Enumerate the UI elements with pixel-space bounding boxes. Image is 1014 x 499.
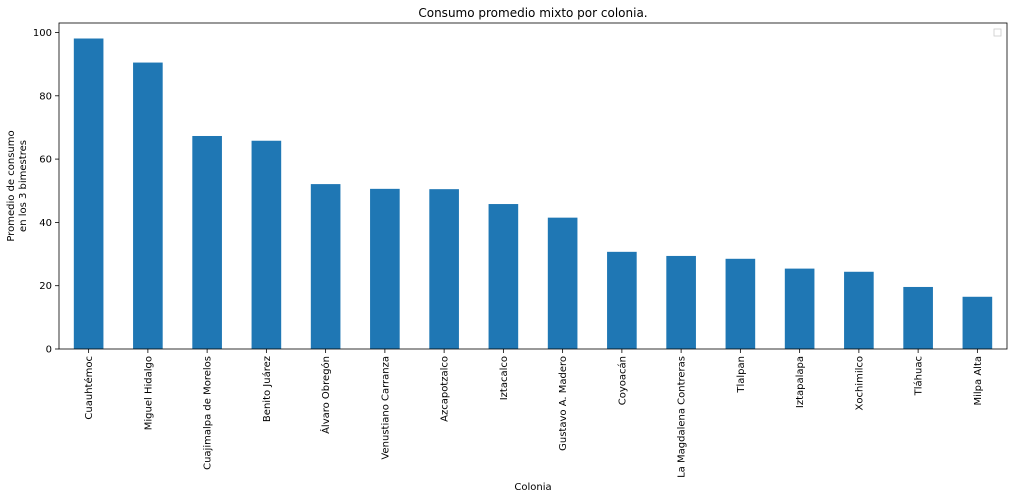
x-tick-label: Milpa Alta bbox=[973, 356, 984, 406]
bar bbox=[251, 140, 282, 349]
y-tick-label: 40 bbox=[39, 218, 52, 229]
bar bbox=[133, 62, 163, 349]
x-tick-label: La Magdalena Contreras bbox=[677, 356, 688, 478]
plot-frame bbox=[58, 22, 1008, 350]
bar bbox=[784, 268, 815, 349]
bars-group bbox=[73, 38, 993, 350]
y-tick-label: 100 bbox=[33, 28, 52, 39]
bar bbox=[73, 38, 104, 350]
x-tick-label: Álvaro Obregón bbox=[319, 356, 332, 434]
x-tick-label: Cuajimalpa de Morelos bbox=[203, 356, 214, 470]
bar bbox=[607, 251, 637, 349]
bar bbox=[370, 188, 400, 349]
x-axis: Cuauhtémoc Miguel Hidalgo Cuajimalpa de Mo… bbox=[83, 349, 984, 478]
x-tick-label: Tlalpan bbox=[736, 356, 747, 394]
x-tick-label: Tláhuac bbox=[913, 356, 925, 396]
chart-title: Consumo promedio mixto por colonia. bbox=[418, 6, 647, 20]
x-tick-label: Coyoacán bbox=[616, 356, 628, 405]
x-tick-label: Miguel Hidalgo bbox=[143, 356, 154, 430]
y-tick-label: 20 bbox=[39, 281, 52, 292]
bar bbox=[429, 189, 459, 349]
y-axis-title-line: Promedio de consumo bbox=[6, 130, 17, 241]
x-tick-label: Iztacalco bbox=[499, 356, 510, 400]
x-tick-label: Cuauhtémoc bbox=[83, 356, 95, 420]
y-axis: 0 20 40 60 80 100 bbox=[33, 28, 59, 356]
bar bbox=[666, 255, 696, 349]
y-tick-label: 80 bbox=[39, 91, 52, 102]
bar bbox=[192, 135, 222, 349]
bar bbox=[903, 286, 933, 349]
y-axis-title: Promedio de consumo en los 3 bimestres bbox=[6, 130, 29, 241]
x-tick-label: Gustavo A. Madero bbox=[558, 356, 569, 451]
x-tick-label: Benito Juárez bbox=[261, 356, 273, 422]
bar bbox=[310, 184, 341, 349]
legend-box bbox=[993, 28, 1002, 37]
x-tick-label: Venustiano Carranza bbox=[380, 356, 391, 460]
bar bbox=[725, 258, 756, 349]
bar bbox=[488, 204, 519, 349]
bar bbox=[962, 296, 993, 349]
x-tick-label: Iztapalapa bbox=[795, 356, 806, 408]
y-tick-label: 0 bbox=[46, 345, 52, 356]
x-tick-label: Azcapotzalco bbox=[440, 356, 451, 422]
bar bbox=[844, 271, 874, 349]
y-axis-title-line: en los 3 bimestres bbox=[18, 140, 29, 232]
x-axis-title: Colonia bbox=[514, 482, 551, 493]
bar bbox=[547, 217, 578, 349]
y-tick-label: 60 bbox=[39, 155, 52, 166]
x-tick-label: Xochimilco bbox=[854, 356, 865, 411]
